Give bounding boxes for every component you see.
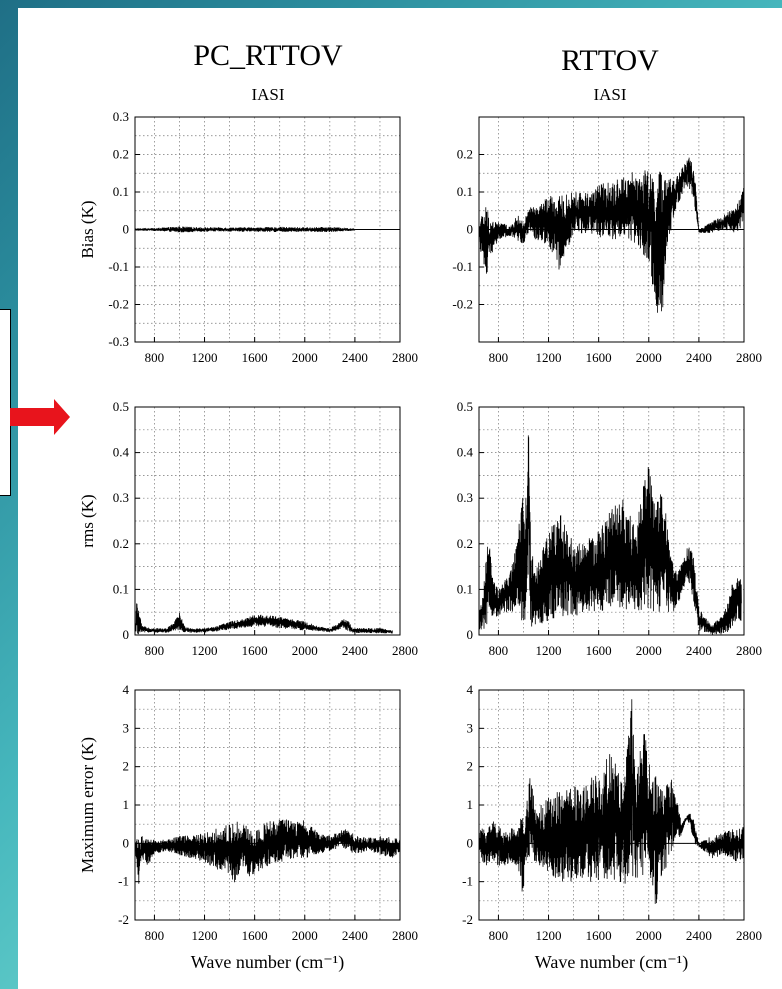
y-tick-label: -0.3: [108, 334, 129, 349]
x-tick-label: 800: [145, 350, 165, 365]
x-tick-label: 2400: [342, 928, 368, 943]
x-tick-label: 2800: [392, 928, 418, 943]
y-tick-label: 0: [123, 835, 130, 850]
y-tick-label: 2: [123, 759, 130, 774]
y-tick-label: 0.1: [457, 581, 473, 596]
x-tick-label: 2400: [686, 350, 712, 365]
x-tick-label: 2000: [636, 928, 662, 943]
x-tick-label: 2000: [292, 928, 318, 943]
y-tick-label: -1: [118, 874, 129, 889]
x-tick-label: 1600: [242, 928, 268, 943]
y-tick-label: 0.5: [457, 399, 473, 414]
data-series-trace: [135, 604, 392, 635]
red-arrow-icon: [10, 399, 70, 435]
chart-panels: 800 1200 1600 2000 2400 2800-0.3-0.2-0.100.10…: [78, 109, 762, 973]
y-tick-label: 0.4: [457, 445, 474, 460]
data-series-trace: [135, 820, 400, 884]
x-tick-label: 2000: [636, 643, 662, 658]
y-tick-label: 0.3: [113, 490, 129, 505]
y-tick-label: 0.1: [113, 581, 129, 596]
y-tick-label: 0.2: [113, 147, 129, 162]
x-tick-label: 1200: [192, 350, 218, 365]
y-tick-label: 2: [467, 759, 474, 774]
column-subtitle-pc-rttov: IASI: [251, 85, 284, 104]
chart-panel-6: 800 1200 1600 2000 2400 2800 -2 -1 0 1 2 3 4 Wave num…: [462, 682, 762, 973]
y-tick-label: 4: [123, 682, 130, 697]
y-tick-label: -0.1: [108, 259, 129, 274]
x-tick-label: 2000: [636, 350, 662, 365]
x-axis-label: Wave number (cm⁻¹): [191, 952, 344, 973]
chart-panel-5: 800 1200 1600 2000 2400 2800 -2 -1 0 1 2 3 4 Maximum …: [78, 682, 418, 973]
y-tick-label: 4: [467, 682, 474, 697]
x-tick-label: 1600: [586, 350, 612, 365]
x-tick-label: 1200: [536, 350, 562, 365]
y-tick-label: 0.3: [457, 490, 473, 505]
x-tick-label: 2800: [392, 350, 418, 365]
x-tick-label: 1600: [242, 350, 268, 365]
x-tick-label: 800: [145, 643, 165, 658]
x-tick-label: 800: [145, 928, 165, 943]
x-tick-label: 1200: [536, 643, 562, 658]
data-series-trace: [479, 699, 744, 904]
x-tick-label: 1600: [586, 928, 612, 943]
y-tick-label: 0.4: [113, 445, 130, 460]
y-tick-label: 0.2: [113, 536, 129, 551]
y-tick-label: 0: [123, 222, 130, 237]
x-tick-label: 1200: [192, 643, 218, 658]
y-tick-label: 0.2: [457, 536, 473, 551]
x-tick-label: 2400: [342, 643, 368, 658]
y-axis-label: rms (K): [78, 494, 97, 547]
x-tick-label: 2000: [292, 643, 318, 658]
column-subtitle-rttov: IASI: [593, 85, 626, 104]
chart-panel-4: 800 1200 1600 2000 2400 2800 0 0.1 0.2 0.3 0.4 0.5: [457, 399, 762, 658]
x-tick-label: 1600: [586, 643, 612, 658]
x-tick-label: 2800: [736, 643, 762, 658]
y-axis-label: Maximum error (K): [78, 737, 97, 873]
y-tick-label: 3: [467, 720, 474, 735]
data-series-trace: [135, 227, 355, 233]
chart-panel-3: 800 1200 1600 2000 2400 2800 0 0.1 0.2 0.3 0.4 0.5 r…: [78, 399, 418, 658]
y-tick-label: 3: [123, 720, 130, 735]
y-axis-label: Bias (K): [78, 200, 97, 258]
data-series-trace: [479, 158, 744, 313]
y-tick-label: 0: [467, 835, 474, 850]
y-tick-label: 0: [123, 627, 130, 642]
y-tick-label: 1: [467, 797, 474, 812]
chart-panel-2: 800 1200 1600 2000 2400 2800 -0.2 -0.1 0 0.1 0.2: [452, 117, 762, 365]
x-tick-label: 2000: [292, 350, 318, 365]
y-tick-label: 0.1: [113, 184, 129, 199]
column-title-pc-rttov: PC_RTTOV: [193, 39, 343, 72]
y-tick-label: -2: [462, 912, 473, 927]
y-tick-label: 0.3: [113, 109, 129, 124]
x-tick-label: 1200: [536, 928, 562, 943]
y-tick-label: -2: [118, 912, 129, 927]
y-tick-label: -0.2: [108, 297, 129, 312]
data-series-trace: [479, 435, 741, 634]
x-tick-label: 1200: [192, 928, 218, 943]
y-tick-label: 0: [467, 222, 474, 237]
x-tick-label: 2800: [736, 350, 762, 365]
x-axis-label: Wave number (cm⁻¹): [535, 952, 688, 973]
y-tick-label: 0.2: [457, 147, 473, 162]
x-tick-label: 800: [489, 928, 509, 943]
y-tick-label: 0.5: [113, 399, 129, 414]
y-tick-label: 1: [123, 797, 130, 812]
x-tick-label: 2400: [686, 928, 712, 943]
chart-panel-1: 800 1200 1600 2000 2400 2800 -0.3 -0.2 -0.1 0 0.1 0…: [78, 109, 418, 365]
x-tick-label: 800: [489, 350, 509, 365]
x-tick-label: 800: [489, 643, 509, 658]
x-tick-label: 2800: [736, 928, 762, 943]
y-tick-label: -0.1: [452, 259, 473, 274]
x-tick-label: 2800: [392, 643, 418, 658]
y-tick-label: 0.1: [457, 184, 473, 199]
y-tick-label: -0.2: [452, 297, 473, 312]
column-title-rttov: RTTOV: [561, 44, 659, 77]
x-tick-label: 1600: [242, 643, 268, 658]
y-tick-label: 0: [467, 627, 474, 642]
x-tick-label: 2400: [686, 643, 712, 658]
x-tick-label: 2400: [342, 350, 368, 365]
y-tick-label: -1: [462, 874, 473, 889]
